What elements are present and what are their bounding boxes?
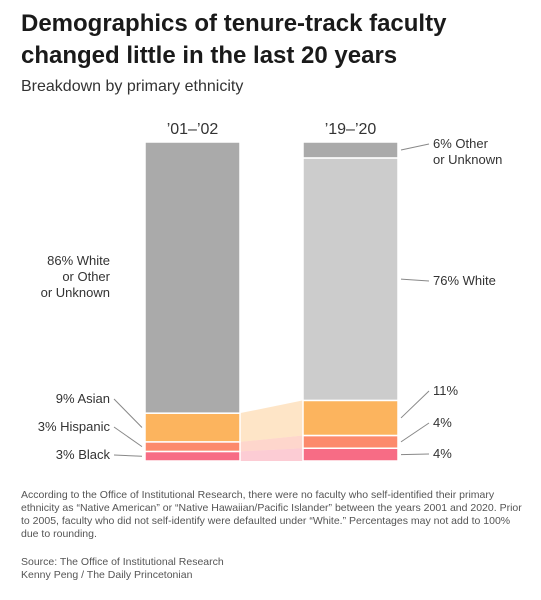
data-label-black-1: 3% Black — [56, 447, 111, 462]
bar-segment-asian-2 — [302, 399, 399, 437]
data-label-white-2: 76% White — [433, 273, 496, 288]
leader-line-hispanic-1 — [113, 426, 143, 448]
connector-black — [240, 448, 303, 461]
data-label-black-2: 4% — [433, 446, 452, 461]
bar-segment-white-1 — [144, 141, 241, 414]
bar-segment-black-2 — [302, 447, 399, 462]
chart-title: Demographics of tenure-track faculty cha… — [21, 8, 521, 72]
leader-line-asian-1 — [113, 398, 143, 428]
source-credit: Source: The Office of Institutional Rese… — [21, 556, 224, 582]
data-label-asian-2: 11% — [433, 383, 458, 398]
credit-line: Kenny Peng / The Daily Princetonian — [21, 569, 193, 581]
source-line: Source: The Office of Institutional Rese… — [21, 556, 224, 568]
bar-segment-other-2 — [302, 141, 399, 159]
data-label-hispanic-2: 4% — [433, 415, 452, 430]
leader-line-white-2 — [400, 278, 430, 282]
footnote: According to the Office of Institutional… — [21, 489, 522, 540]
leader-line-asian-2 — [400, 390, 430, 419]
bar-segment-black-1 — [144, 450, 241, 462]
leader-line-hispanic-2 — [400, 422, 430, 443]
chart-title-line-2: changed little in the last 20 years — [21, 42, 398, 69]
bar-segment-white-2 — [302, 157, 399, 402]
stacked-bar-chart: ’01–’02 ’19–’20 86% White or Other or Unknow… — [38, 121, 503, 462]
bar-segment-asian-1 — [144, 412, 241, 443]
category-label-1: ’01–’02 — [167, 121, 219, 138]
chart-title-line-1: Demographics of tenure-track faculty — [21, 10, 447, 37]
bar-segment-hispanic-1 — [144, 441, 241, 453]
data-label-other-2: 6% Other or Unknown — [433, 136, 502, 167]
bar-segment-hispanic-2 — [302, 434, 399, 449]
connector-asian — [240, 400, 303, 442]
connector-hispanic — [240, 435, 303, 452]
leader-line-black-1 — [113, 454, 143, 457]
leader-line-other-2 — [400, 143, 430, 151]
category-label-2: ’19–’20 — [325, 121, 377, 138]
data-label-asian-1: 9% Asian — [56, 391, 110, 406]
data-label-white-1: 86% White or Other or Unknown — [41, 253, 111, 300]
data-label-hispanic-1: 3% Hispanic — [38, 419, 111, 434]
leader-line-black-2 — [400, 453, 430, 456]
chart-subtitle: Breakdown by primary ethnicity — [21, 78, 244, 95]
